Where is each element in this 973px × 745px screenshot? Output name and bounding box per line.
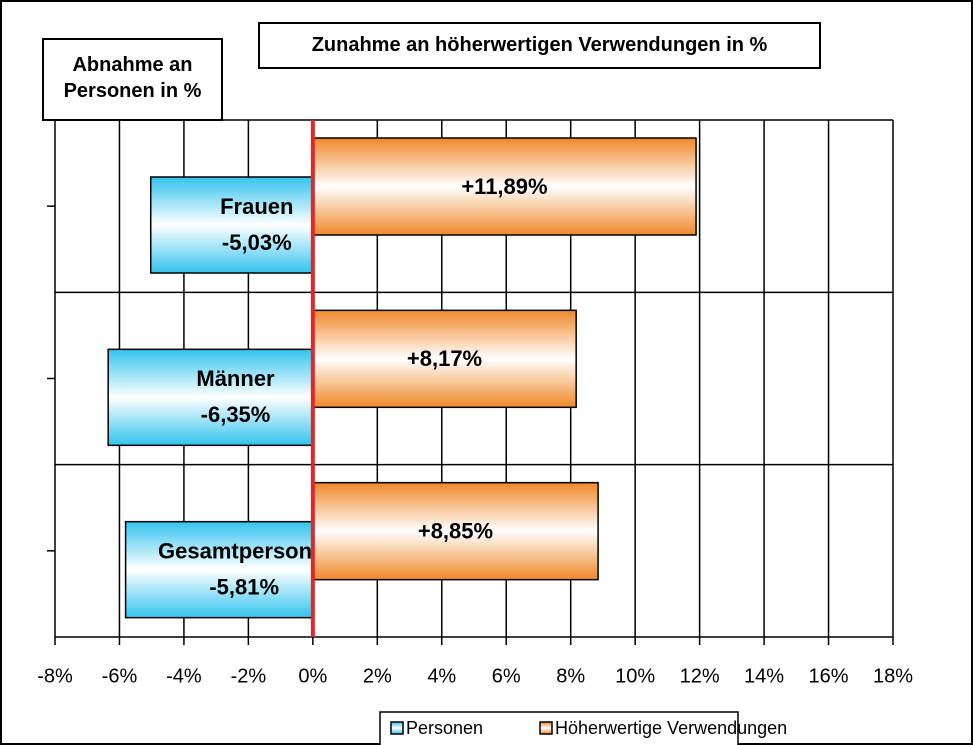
bar: [149, 176, 314, 274]
bar: [312, 137, 697, 236]
bar: [107, 348, 314, 447]
x-tick-label: 12%: [680, 665, 720, 687]
category-label: Frauen: [220, 194, 293, 219]
x-tick-label: 0%: [298, 665, 327, 687]
x-tick-label: -6%: [102, 665, 138, 687]
data-label: -5,03%: [222, 230, 292, 255]
legend-label: Personen: [406, 718, 483, 738]
x-tick-label: 6%: [492, 665, 521, 687]
x-tick-label: 18%: [873, 665, 913, 687]
x-tick-label: 14%: [744, 665, 784, 687]
data-label: -6,35%: [201, 402, 271, 427]
legend-swatch: [390, 721, 404, 735]
data-label: +11,89%: [461, 174, 547, 199]
bar: [124, 520, 314, 619]
category-label: Männer: [196, 366, 275, 391]
bar: [312, 309, 577, 409]
category-label: Gesamtpersonal: [158, 538, 330, 563]
axis-title: Abnahme an Personen in %: [42, 38, 223, 121]
data-label: +8,17%: [407, 346, 482, 371]
x-tick-label: 16%: [809, 665, 849, 687]
x-tick-label: -8%: [37, 665, 73, 687]
x-tick-label: 10%: [615, 665, 655, 687]
bar: [312, 481, 599, 581]
x-tick-label: 2%: [363, 665, 392, 687]
legend-box: [379, 711, 739, 745]
data-label: -5,81%: [209, 574, 279, 599]
x-tick-label: -4%: [166, 665, 202, 687]
x-tick-label: 4%: [427, 665, 456, 687]
data-label: +8,85%: [418, 518, 493, 543]
legend-label: Höherwertige Verwendungen: [555, 718, 787, 738]
x-tick-label: 8%: [556, 665, 585, 687]
chart-title: Zunahme an höherwertigen Verwendungen in…: [258, 22, 821, 69]
legend-swatch: [539, 721, 553, 735]
x-tick-label: -2%: [231, 665, 267, 687]
